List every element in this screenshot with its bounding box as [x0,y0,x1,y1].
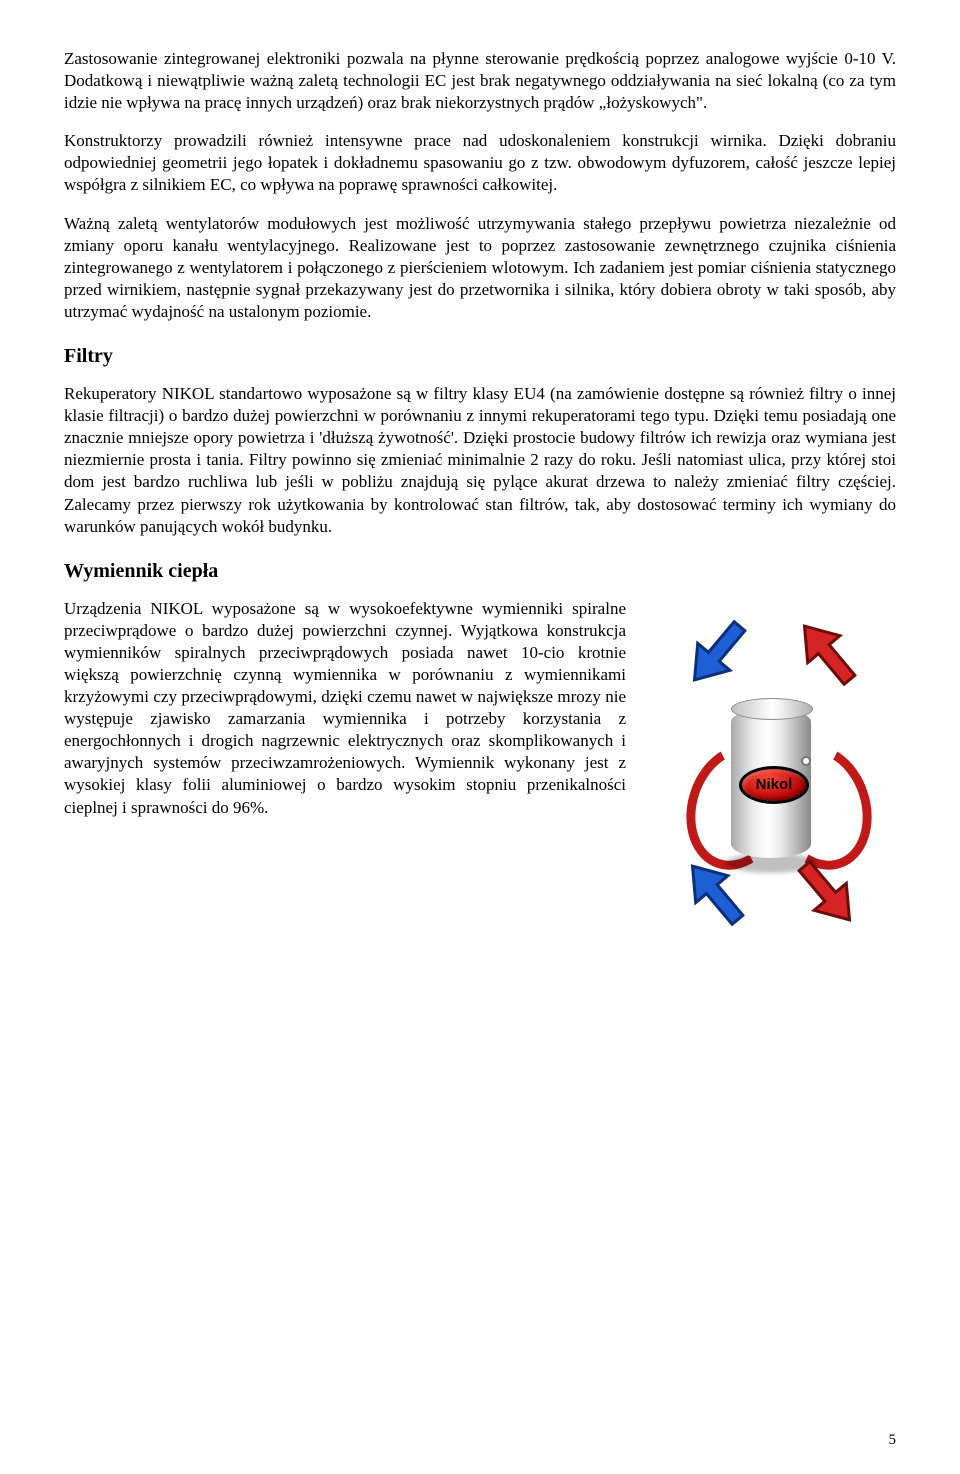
exchanger-cylinder-icon: Nikol [731,698,811,868]
page-number: 5 [889,1431,897,1451]
heat-exchanger-diagram: Nikol [646,598,896,928]
cold-air-out-arrow-icon [674,848,756,938]
paragraph-ec-3: Ważną zaletą wentylatorów modułowych jes… [64,213,896,323]
paragraph-ec-2: Konstruktorzy prowadzili również intensy… [64,130,896,196]
warm-air-out-arrow-icon [786,608,868,698]
paragraph-filters: Rekuperatory NIKOL standartowo wyposażon… [64,383,896,538]
warm-air-in-arrow-icon [786,848,868,938]
heading-filters: Filtry [64,343,896,369]
paragraph-heat-exchanger: Urządzenia NIKOL wyposażone są w wysokoe… [64,598,626,819]
paragraph-ec-intro: Zastosowanie zintegrowanej elektroniki p… [64,48,896,114]
heading-heat-exchanger: Wymiennik ciepła [64,558,896,584]
cold-air-in-arrow-icon [676,608,758,698]
nikol-badge: Nikol [739,766,809,804]
